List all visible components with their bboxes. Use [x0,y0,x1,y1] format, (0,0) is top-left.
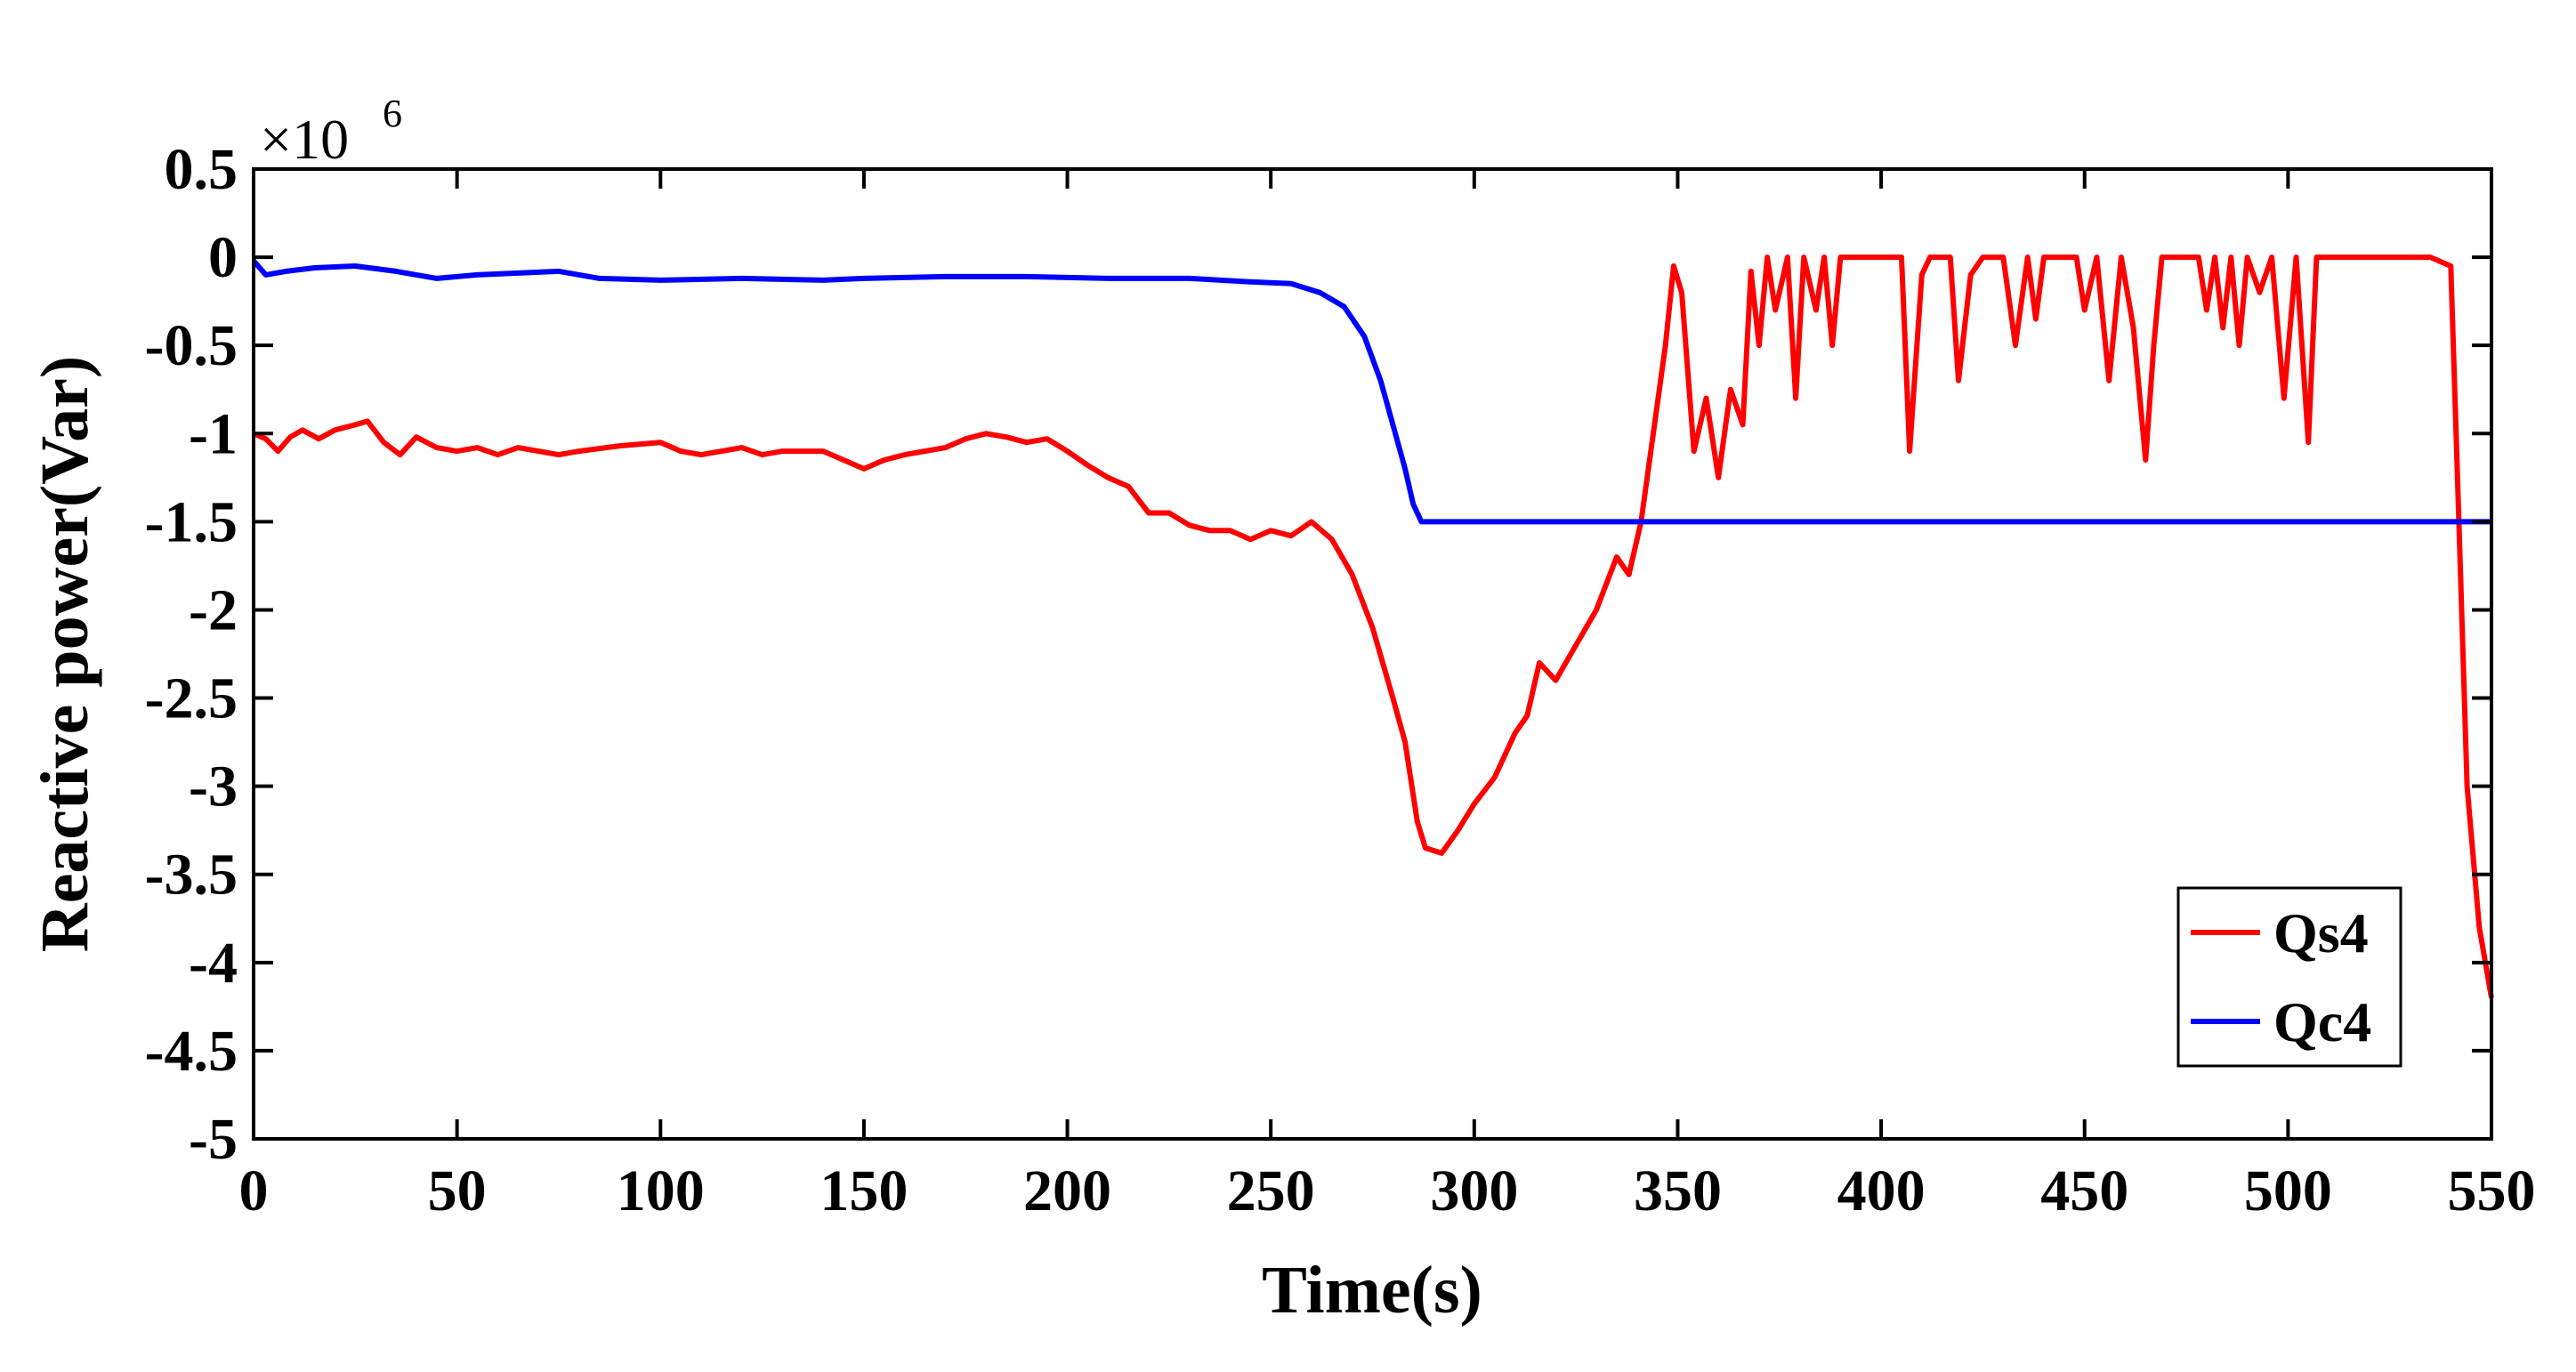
x-tick-label: 250 [1227,1158,1315,1223]
y-tick-label: -2.5 [145,666,238,731]
y-axis-title: Reactive power(Var) [28,356,102,952]
y-multiplier-base: ×10 [260,108,349,171]
x-tick-label: 300 [1430,1158,1518,1223]
y-tick-label: -1 [189,401,238,466]
y-tick-label: -3.5 [145,843,238,908]
y-tick-label: 0.5 [165,137,238,202]
y-tick-label: -0.5 [145,313,238,378]
x-tick-label: 100 [617,1158,705,1223]
series-layer [251,254,2494,999]
y-tick-label: -3 [189,755,238,819]
x-tick-label: 450 [2040,1158,2128,1223]
legend-label-qs4: Qs4 [2273,901,2369,964]
legend-box [2176,886,2402,1068]
y-tick-label: -4.5 [145,1019,238,1084]
y-tick-label: -1.5 [145,489,238,554]
x-axis-title: Time(s) [1262,1253,1482,1328]
series-line-qc4 [251,259,2491,525]
x-tick-label: 50 [428,1158,487,1223]
x-tick-label: 400 [1837,1158,1926,1223]
y-tick-label: -4 [189,931,238,996]
x-tick-label: 500 [2244,1158,2332,1223]
y-tick-label: -2 [189,577,238,642]
y-multiplier: ×10 6 [260,92,402,171]
x-tick-label: 550 [2448,1158,2536,1223]
x-tick-label: 0 [239,1158,269,1223]
plot-area [254,169,2491,1139]
ticks-layer: 0 50 100 150 200 250 300 350 400 450 500 550 0.5 0 -0.… [145,137,2536,1223]
x-tick-label: 200 [1023,1158,1111,1223]
x-tick-label: 350 [1634,1158,1722,1223]
y-tick-label: 0 [208,225,238,290]
legend: Qs4 Qc4 [2176,886,2402,1068]
y-tick-label: -5 [189,1107,238,1172]
y-multiplier-exponent: 6 [383,92,402,135]
plot-frame [252,167,2493,1141]
x-tick-label: 150 [820,1158,908,1223]
series-line-qs4 [252,254,2494,999]
legend-label-qc4: Qc4 [2273,990,2371,1053]
